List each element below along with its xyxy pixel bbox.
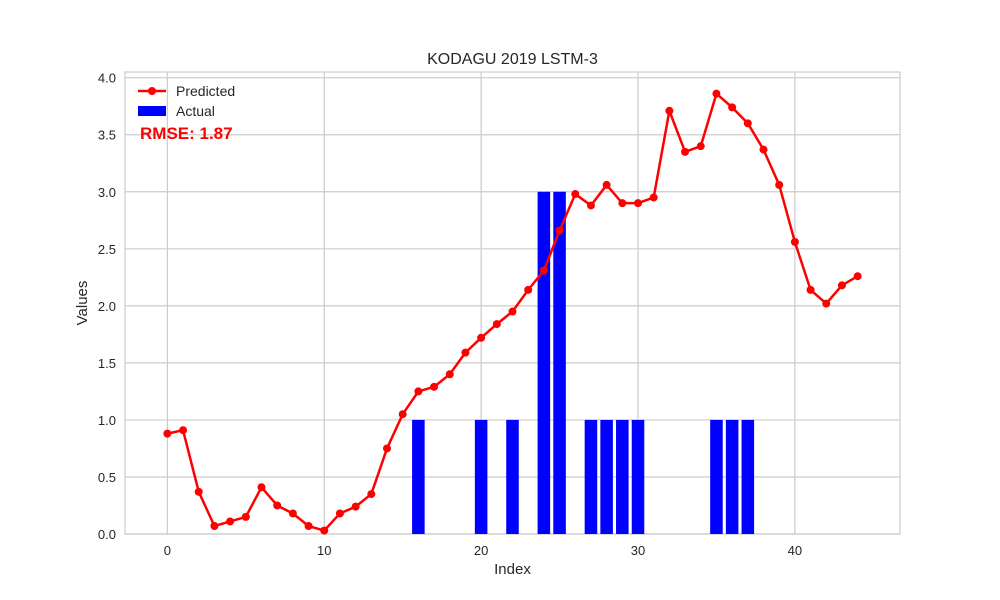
legend: Predicted Actual [138,83,235,119]
predicted-point [853,272,862,281]
predicted-point [335,509,344,518]
y-axis-label: Values [74,281,91,326]
predicted-point [539,266,548,275]
predicted-point [649,193,658,202]
predicted-point [837,281,846,290]
predicted-point [555,226,564,235]
predicted-point [241,512,250,521]
y-tick-label: 2.0 [98,299,116,314]
y-tick-label: 0.0 [98,527,116,542]
x-tick-label: 0 [164,543,171,558]
predicted-point [696,142,705,151]
predicted-point [586,201,595,210]
y-tick-label: 0.5 [98,470,116,485]
predicted-point [571,190,580,199]
predicted-point [398,410,407,419]
predicted-point [618,199,627,208]
predicted-point [602,180,611,189]
actual-bar [474,419,488,534]
rmse-annotation: RMSE: 1.87 [140,124,233,143]
y-tick-label: 1.0 [98,413,116,428]
predicted-point [288,509,297,518]
x-tick-label: 20 [474,543,488,558]
predicted-point [382,444,391,453]
actual-bar [741,419,755,534]
actual-bars [412,191,755,534]
predicted-point [775,180,784,189]
x-tick-labels: 0 10 20 30 40 [164,543,802,558]
y-tick-label: 3.0 [98,185,116,200]
legend-actual-label: Actual [176,103,215,119]
x-tick-label: 40 [788,543,802,558]
predicted-point [508,307,517,316]
predicted-point [430,382,439,391]
grid [125,72,900,535]
predicted-point [665,106,674,115]
predicted-point [477,333,486,342]
actual-bar [553,191,566,534]
predicted-point [743,119,752,128]
predicted-point [445,370,454,379]
predicted-point [806,285,815,294]
actual-bar [537,191,551,534]
predicted-point [492,320,501,329]
predicted-point [351,502,360,511]
actual-bar [725,419,739,534]
predicted-point [226,517,235,526]
predicted-point [634,199,643,208]
x-tick-label: 30 [631,543,645,558]
actual-bar [616,419,629,534]
predicted-point [524,285,533,294]
predicted-point [822,299,831,308]
predicted-point [681,147,690,156]
predicted-point [210,522,219,531]
legend-predicted-label: Predicted [176,83,235,99]
y-tick-label: 2.5 [98,242,116,257]
actual-bar [600,419,613,534]
legend-actual-swatch [138,106,166,116]
predicted-series [163,89,862,535]
actual-bar [631,419,645,534]
predicted-point [414,387,423,396]
y-tick-label: 1.5 [98,356,116,371]
predicted-point [179,426,188,435]
predicted-point [257,483,266,492]
y-tick-label: 4.0 [98,71,116,86]
predicted-point [461,348,470,357]
x-axis-label: Index [494,561,531,578]
predicted-point [367,490,376,499]
legend-predicted-marker [148,87,156,95]
predicted-point [712,89,721,98]
predicted-point [728,103,737,112]
actual-bar [506,419,519,534]
actual-bar [412,419,425,534]
predicted-point [759,145,768,154]
predicted-point [304,522,313,531]
predicted-point [163,429,172,438]
chart-title: KODAGU 2019 LSTM-3 [427,51,598,68]
predicted-point [320,526,329,535]
x-tick-label: 10 [317,543,331,558]
y-tick-labels: 0.0 0.5 1.0 1.5 2.0 2.5 3.0 3.5 4.0 [98,71,116,542]
y-tick-label: 3.5 [98,128,116,143]
actual-bar [584,419,598,534]
predicted-point [194,487,203,496]
predicted-point [273,501,282,510]
predicted-point [790,237,799,246]
actual-bar [710,419,723,534]
